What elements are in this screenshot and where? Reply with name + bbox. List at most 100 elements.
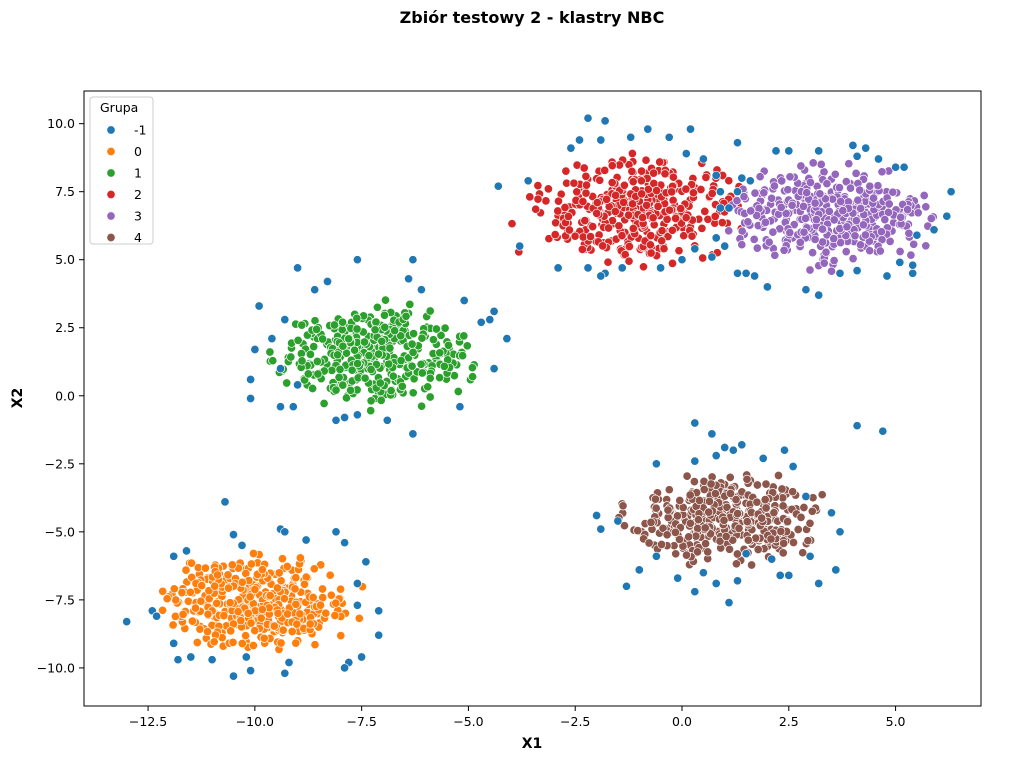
point-group-1	[425, 306, 435, 316]
point-group--1	[267, 334, 277, 344]
point-group-0	[245, 592, 255, 602]
point-group-0	[227, 560, 237, 570]
point-group-4	[662, 530, 672, 540]
point-group-1	[350, 345, 360, 355]
point-group--1	[732, 268, 743, 278]
point-group-0	[299, 579, 310, 589]
y-tick-label: 0.0	[55, 388, 75, 403]
point-group-3	[856, 203, 866, 214]
point-group--1	[340, 663, 350, 673]
point-group-1	[380, 295, 391, 305]
point-group-2	[628, 223, 638, 234]
point-group-0	[203, 609, 213, 619]
point-group-2	[611, 190, 621, 200]
point-group--1	[374, 606, 384, 616]
point-group-2	[696, 184, 706, 195]
point-group-3	[805, 265, 815, 275]
point-group--1	[912, 230, 922, 240]
point-group-1	[467, 363, 477, 373]
point-group--1	[891, 162, 901, 172]
y-axis-label: X2	[10, 388, 26, 409]
point-group-2	[569, 178, 579, 188]
point-group-2	[637, 189, 647, 199]
point-group-0	[257, 565, 267, 575]
point-group-2	[653, 201, 663, 211]
point-group-1	[308, 383, 318, 394]
legend-label-3: 3	[134, 209, 142, 224]
point-group-0	[225, 598, 235, 608]
point-group-0	[233, 607, 243, 617]
point-group-2	[572, 187, 582, 197]
legend-marker-4	[106, 232, 116, 243]
point-group-0	[162, 594, 172, 604]
point-group-1	[425, 392, 435, 402]
point-group-0	[310, 640, 320, 650]
point-group-1	[440, 323, 450, 333]
point-group-1	[425, 373, 435, 383]
point-group-1	[384, 359, 394, 369]
point-group--1	[173, 655, 183, 665]
point-group--1	[664, 132, 674, 142]
point-group-3	[877, 167, 887, 177]
point-group-1	[312, 356, 322, 367]
point-group-2	[627, 199, 638, 209]
point-group-1	[428, 335, 438, 345]
point-group-4	[725, 472, 735, 482]
point-group-2	[550, 230, 560, 240]
point-group-1	[458, 351, 468, 361]
y-tick-label: −10.0	[37, 660, 75, 675]
point-group--1	[801, 285, 811, 295]
point-group-4	[761, 479, 771, 489]
point-group-0	[246, 559, 256, 569]
point-group-4	[670, 527, 680, 537]
point-group-1	[397, 381, 407, 391]
point-group-3	[883, 207, 894, 217]
point-group-2	[592, 198, 602, 208]
point-group--1	[745, 176, 755, 186]
y-tick-label: 5.0	[55, 252, 75, 267]
point-group-1	[312, 324, 322, 334]
point-group--1	[852, 421, 862, 431]
point-group--1	[711, 170, 721, 180]
point-group--1	[711, 233, 721, 243]
point-group-1	[380, 322, 390, 332]
point-group-3	[769, 181, 779, 191]
point-group-1	[385, 343, 395, 353]
point-group-0	[212, 598, 222, 608]
point-group--1	[280, 668, 290, 678]
point-group-3	[830, 169, 840, 179]
point-group-2	[638, 262, 649, 272]
point-group-3	[876, 227, 886, 237]
point-group-3	[884, 199, 894, 209]
point-group--1	[600, 116, 610, 126]
point-group-4	[644, 538, 654, 548]
point-group-4	[731, 495, 741, 505]
point-group-4	[783, 517, 793, 527]
point-group-3	[906, 250, 916, 260]
point-group--1	[767, 554, 777, 564]
point-group--1	[331, 527, 341, 537]
point-group-4	[685, 518, 695, 528]
point-group-2	[657, 236, 667, 246]
point-group-1	[346, 385, 356, 395]
point-group-4	[715, 536, 725, 546]
point-group-3	[926, 213, 936, 224]
point-group--1	[779, 445, 790, 455]
point-group--1	[237, 540, 247, 550]
point-group--1	[784, 570, 794, 580]
point-group-2	[648, 213, 658, 223]
point-group-2	[659, 244, 669, 254]
point-group--1	[416, 285, 426, 295]
point-group-2	[624, 241, 634, 252]
point-group--1	[617, 263, 627, 273]
point-group-0	[291, 599, 301, 609]
point-group-4	[681, 550, 692, 560]
point-group-4	[704, 496, 715, 506]
point-group-4	[779, 538, 789, 548]
point-group-2	[553, 206, 563, 216]
point-group-0	[223, 570, 233, 580]
point-group-3	[750, 188, 760, 198]
point-group-2	[697, 223, 707, 233]
point-group-1	[388, 371, 398, 381]
point-group-0	[305, 619, 315, 629]
